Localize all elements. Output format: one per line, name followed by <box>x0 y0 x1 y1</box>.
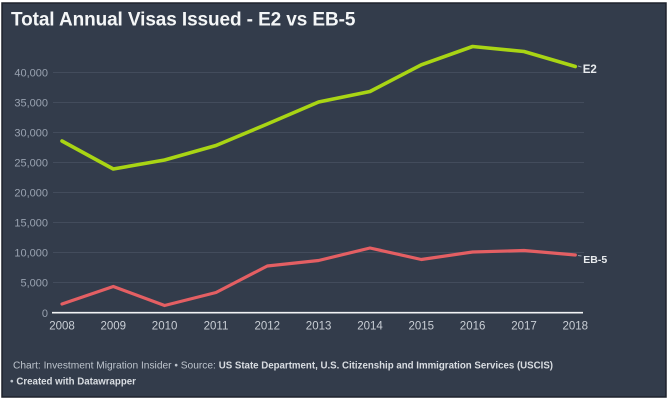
svg-text:25,000: 25,000 <box>14 158 48 170</box>
svg-text:2018: 2018 <box>563 321 589 333</box>
svg-text:2010: 2010 <box>152 321 178 333</box>
svg-text:2008: 2008 <box>49 321 75 333</box>
svg-text:2015: 2015 <box>409 321 435 333</box>
svg-text:30,000: 30,000 <box>14 128 48 140</box>
svg-text:40,000: 40,000 <box>14 68 48 80</box>
svg-text:2011: 2011 <box>204 321 229 333</box>
svg-text:2017: 2017 <box>511 321 537 333</box>
svg-text:5,000: 5,000 <box>20 278 48 290</box>
svg-text:Chart: Investment Migration In: Chart: Investment Migration Insider • So… <box>13 361 553 372</box>
svg-text:15,000: 15,000 <box>14 218 48 230</box>
svg-text:35,000: 35,000 <box>14 98 48 110</box>
svg-text:E2: E2 <box>583 64 597 76</box>
svg-text:10,000: 10,000 <box>14 248 48 260</box>
svg-text:2012: 2012 <box>255 321 281 333</box>
svg-text:2009: 2009 <box>101 321 127 333</box>
svg-text:Total Annual Visas Issued - E2: Total Annual Visas Issued - E2 vs EB-5 <box>11 10 356 31</box>
svg-text:2014: 2014 <box>357 321 383 333</box>
svg-text:2016: 2016 <box>460 321 486 333</box>
svg-text:EB-5: EB-5 <box>583 254 607 266</box>
svg-text:2013: 2013 <box>306 321 332 333</box>
svg-text:• Created with Datawrapper: • Created with Datawrapper <box>10 377 136 388</box>
svg-text:0: 0 <box>42 308 48 320</box>
svg-text:20,000: 20,000 <box>14 188 48 200</box>
